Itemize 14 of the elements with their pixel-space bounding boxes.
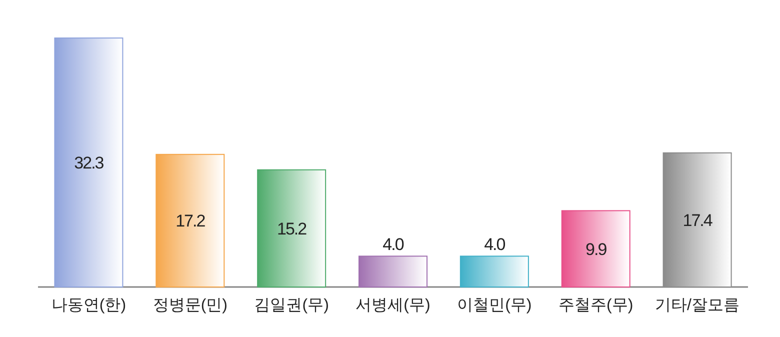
x-tick-label: 김일권(무) [254, 297, 329, 314]
x-tick-label: 주철주(무) [558, 297, 634, 314]
x-tick-label: 서병세(무) [356, 297, 430, 314]
data-label: 4.0 [382, 235, 404, 254]
x-tick-label: 이철민(무) [457, 297, 532, 314]
data-label: 17.2 [176, 212, 206, 231]
x-tick-label: 정병문(민) [152, 297, 228, 314]
data-label: 32.3 [74, 154, 104, 172]
data-label: 17.4 [682, 210, 712, 230]
x-tick-label: 나동연(한) [51, 297, 126, 314]
data-label: 9.9 [586, 240, 607, 259]
data-label: 15.2 [277, 219, 307, 238]
data-label: 4.0 [484, 235, 506, 254]
x-tick-label: 기타/잘모름 [655, 297, 740, 314]
